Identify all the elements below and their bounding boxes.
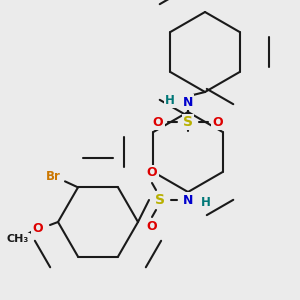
Text: O: O [147, 220, 157, 233]
Text: O: O [153, 116, 163, 128]
Text: O: O [213, 116, 223, 128]
Text: CH₃: CH₃ [7, 234, 29, 244]
Text: Br: Br [46, 170, 60, 183]
Text: H: H [165, 94, 175, 106]
Text: N: N [183, 95, 193, 109]
Text: O: O [33, 223, 43, 236]
Text: S: S [183, 115, 193, 129]
Text: O: O [147, 167, 157, 179]
Text: H: H [201, 196, 211, 209]
Text: S: S [155, 193, 165, 207]
Text: N: N [183, 194, 193, 206]
